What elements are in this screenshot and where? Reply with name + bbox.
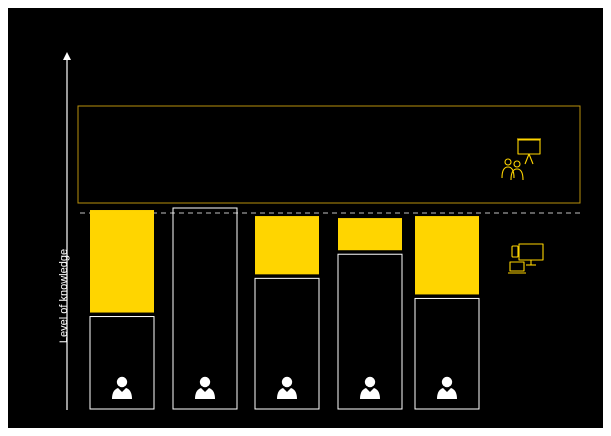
knowledge-gap-diagram [63,52,581,410]
y-axis-arrow-icon [63,52,71,60]
person-icon [112,376,132,399]
person-icon [195,376,215,399]
knowledge-gap-fill-4 [338,218,402,251]
person-icon [277,376,297,399]
knowledge-bar-3 [254,277,320,410]
bars-group [89,207,480,410]
y-axis-label: Level of knowledge [58,248,70,344]
diagram-canvas: Level of knowledge [8,8,603,428]
knowledge-gap-fill-1 [90,210,154,313]
knowledge-bar-4 [337,253,403,410]
devices-icon [508,243,544,274]
knowledge-bar-2 [172,207,238,410]
knowledge-bar-1 [89,316,155,410]
person-icon [360,376,380,399]
knowledge-bar-5 [414,297,480,410]
knowledge-gap-fill-3 [255,216,319,275]
knowledge-gap-fill-5 [415,216,479,295]
presentation-audience-icon [501,138,541,181]
person-icon [437,376,457,399]
group-training-box [77,105,581,204]
